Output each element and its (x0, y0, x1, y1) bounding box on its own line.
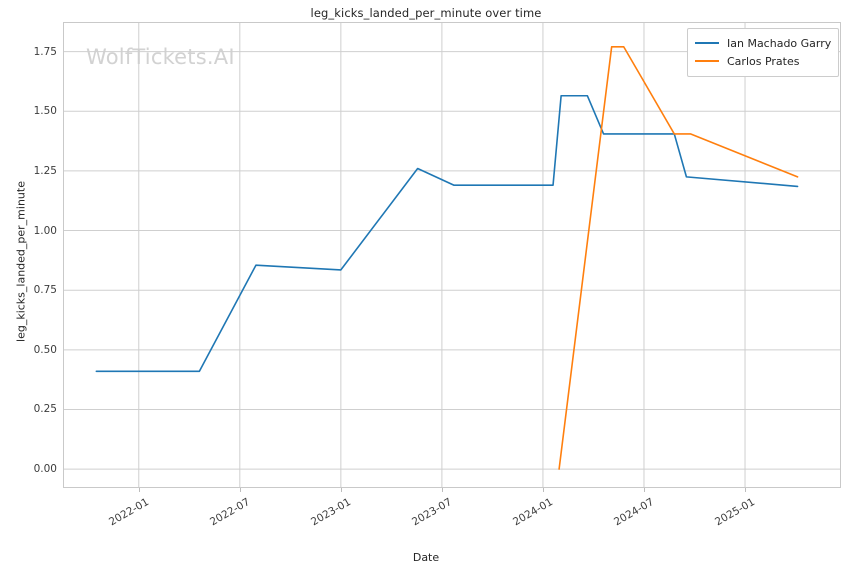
x-axis-label: Date (412, 551, 440, 564)
x-tick-mark (643, 488, 645, 492)
series-line (558, 46, 799, 470)
legend-color-swatch (695, 60, 719, 62)
x-tick-mark (239, 488, 241, 492)
gridlines (64, 23, 840, 487)
y-axis-ticks: 0.00 0.25 0.50 0.75 1.00 1.25 1.50 1.75 (6, 0, 67, 575)
y-tick-label: 0.50 (33, 343, 57, 356)
y-tick-label: 1.75 (33, 45, 57, 58)
x-tick-mark (441, 488, 443, 492)
legend-label: Carlos Prates (727, 54, 800, 68)
legend-item[interactable]: Ian Machado Garry (695, 34, 831, 52)
series-lines (95, 46, 799, 470)
legend-label: Ian Machado Garry (727, 36, 832, 50)
legend-item[interactable]: Carlos Prates (695, 52, 831, 70)
y-tick-label: 0.25 (33, 403, 57, 416)
x-tick-mark (138, 488, 140, 492)
legend-color-swatch (695, 42, 719, 44)
x-tick-mark (542, 488, 544, 492)
x-tick-mark (745, 488, 747, 492)
y-tick-label: 0.00 (33, 463, 57, 476)
y-tick-label: 1.00 (33, 224, 57, 237)
series-line (95, 94, 799, 373)
plot-area: WolfTickets.AI (63, 22, 841, 488)
chart-legend[interactable]: Ian Machado Garry Carlos Prates (687, 28, 839, 77)
plot-svg (64, 23, 840, 487)
y-tick-label: 0.75 (33, 284, 57, 297)
y-tick-label: 1.25 (33, 164, 57, 177)
chart-title: leg_kicks_landed_per_minute over time (310, 6, 542, 20)
x-tick-mark (340, 488, 342, 492)
y-tick-label: 1.50 (33, 105, 57, 118)
